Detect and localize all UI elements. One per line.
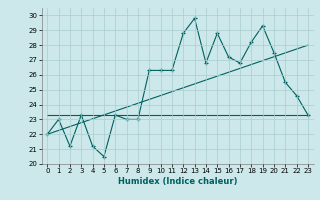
X-axis label: Humidex (Indice chaleur): Humidex (Indice chaleur) (118, 177, 237, 186)
